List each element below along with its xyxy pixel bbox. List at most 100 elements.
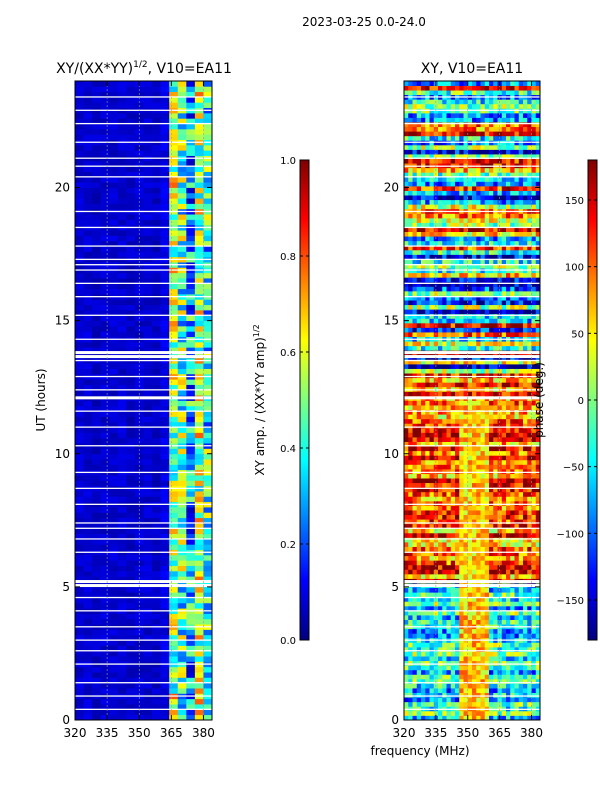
amp-cell xyxy=(75,128,84,135)
phase-cell xyxy=(455,505,460,511)
phase-cell xyxy=(472,341,477,347)
phase-cell xyxy=(501,295,507,301)
amp-cell xyxy=(152,304,162,311)
phase-cell xyxy=(472,313,477,319)
amp-cell xyxy=(203,134,213,140)
amp-cell xyxy=(169,512,179,519)
phase-cell xyxy=(446,505,452,511)
phase-cell xyxy=(506,651,511,657)
amp-cell xyxy=(143,645,153,652)
phase-cell xyxy=(408,564,413,570)
amp-cell xyxy=(100,219,110,226)
amp-cell xyxy=(126,656,136,662)
phase-cell xyxy=(459,601,464,607)
phase-cell xyxy=(446,628,452,634)
phase-cell xyxy=(425,345,430,351)
amp-cell xyxy=(160,384,170,391)
phase-cell xyxy=(442,327,447,333)
phase-cell xyxy=(501,491,507,497)
amp-cell xyxy=(152,198,162,204)
phase-cell xyxy=(531,304,537,310)
phase-cell xyxy=(535,701,541,707)
amp-cell xyxy=(143,214,153,220)
phase-cell xyxy=(425,405,430,411)
phase-cell xyxy=(527,332,532,337)
phase-cell xyxy=(438,459,443,465)
phase-cell xyxy=(480,482,486,488)
phase-cell xyxy=(467,596,473,602)
phase-cell xyxy=(510,300,515,306)
phase-cell xyxy=(446,615,452,620)
phase-cell xyxy=(433,341,439,347)
phase-cell xyxy=(514,473,520,479)
amp-cell xyxy=(109,453,119,460)
amp-cell xyxy=(169,272,179,279)
amp-cell xyxy=(177,288,187,295)
amp-cell xyxy=(117,666,127,673)
phase-cell xyxy=(489,601,494,607)
amp-cell xyxy=(92,102,102,109)
amp-cell xyxy=(75,246,84,252)
phase-cell xyxy=(476,697,481,703)
amp-cell xyxy=(152,640,162,646)
phase-cell xyxy=(442,313,447,319)
amp-cell xyxy=(203,672,213,678)
phase-cell xyxy=(518,651,524,657)
amp-cell xyxy=(92,171,102,178)
phase-cell xyxy=(463,468,469,474)
amp-cell xyxy=(143,91,153,98)
phase-cell xyxy=(412,569,418,575)
phase-cell xyxy=(450,332,456,337)
amp-cell xyxy=(75,325,84,332)
phase-cell xyxy=(438,596,443,602)
amp-cell xyxy=(143,544,153,550)
phase-cell xyxy=(450,532,456,538)
amp-cell xyxy=(100,714,110,721)
amp-cell xyxy=(117,411,127,417)
phase-cell xyxy=(484,418,490,424)
phase-cell xyxy=(442,496,447,502)
phase-cell xyxy=(467,468,473,474)
amp-cell xyxy=(152,427,162,433)
amp-cell xyxy=(100,512,110,519)
amp-cell xyxy=(109,299,119,306)
amp-cell xyxy=(83,656,93,662)
phase-cell xyxy=(493,555,498,561)
amp-cell xyxy=(100,565,110,572)
amp-cell xyxy=(117,384,127,391)
amp-cell xyxy=(83,299,93,306)
amp-gap xyxy=(75,527,212,529)
phase-cell xyxy=(446,318,452,324)
phase-cell xyxy=(412,450,418,456)
amp-cell xyxy=(109,182,119,188)
amp-cell xyxy=(75,384,84,391)
phase-cell xyxy=(463,519,469,525)
phase-cell xyxy=(523,665,528,671)
phase-cell xyxy=(527,528,532,534)
phase-cell xyxy=(476,532,481,538)
amp-cell xyxy=(117,432,127,439)
phase-cell xyxy=(408,710,413,716)
phase-cell xyxy=(518,519,524,525)
phase-cell xyxy=(421,596,426,602)
amp-cell xyxy=(75,160,84,167)
phase-cell xyxy=(412,464,418,470)
phase-cell xyxy=(438,382,443,388)
phase-cell xyxy=(476,710,481,716)
phase-cell xyxy=(484,601,490,607)
phase-cell xyxy=(506,715,511,721)
phase-cell xyxy=(531,450,537,456)
phase-cell xyxy=(421,523,426,529)
amp-cell xyxy=(160,475,170,481)
phase-cell xyxy=(523,377,528,383)
phase-cell xyxy=(429,592,435,598)
amp-cell xyxy=(177,459,187,465)
amp-cell xyxy=(75,629,84,636)
phase-cell xyxy=(459,418,464,424)
amp-cell xyxy=(100,480,110,487)
amp-cell xyxy=(160,219,170,226)
phase-cell xyxy=(450,482,456,488)
phase-cell xyxy=(404,487,409,493)
phase-cell xyxy=(455,537,460,543)
phase-cell xyxy=(446,541,452,547)
